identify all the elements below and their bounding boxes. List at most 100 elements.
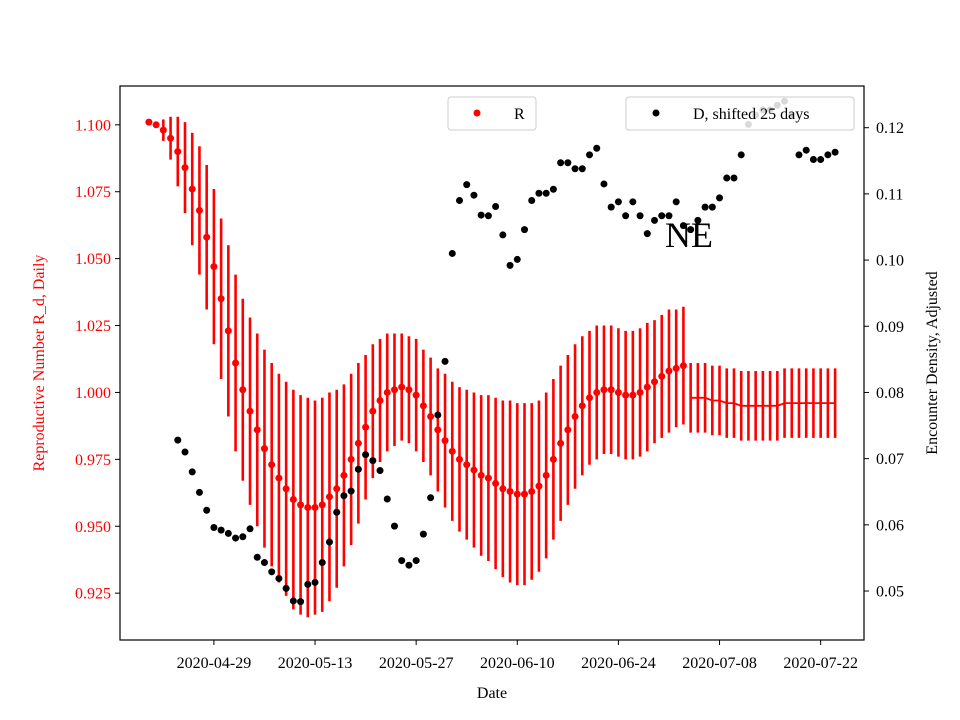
d-point bbox=[268, 568, 276, 576]
y-left-tick-label: 1.000 bbox=[75, 385, 111, 402]
r-point bbox=[210, 263, 218, 271]
r-point bbox=[419, 402, 427, 410]
r-point bbox=[181, 164, 189, 172]
d-point bbox=[369, 457, 377, 465]
d-point bbox=[188, 468, 196, 476]
d-point bbox=[412, 557, 420, 565]
y-left-tick-label: 1.050 bbox=[75, 251, 111, 268]
r-point bbox=[203, 233, 211, 241]
d-point bbox=[275, 574, 283, 582]
d-point bbox=[239, 533, 247, 541]
d-point bbox=[549, 185, 557, 193]
y-right-tick-label: 0.07 bbox=[876, 451, 904, 468]
d-point bbox=[484, 212, 492, 220]
d-point bbox=[521, 226, 529, 234]
d-point bbox=[730, 174, 738, 182]
d-point bbox=[419, 530, 427, 538]
d-point bbox=[716, 194, 724, 202]
r-point bbox=[484, 474, 492, 482]
d-point bbox=[224, 529, 232, 537]
r-point bbox=[275, 474, 283, 482]
r-point bbox=[672, 364, 680, 372]
legend-d: D, shifted 25 days bbox=[625, 96, 855, 131]
r-point bbox=[174, 148, 182, 156]
r-point bbox=[571, 413, 579, 421]
d-point bbox=[398, 557, 406, 565]
d-point bbox=[795, 151, 803, 159]
legend-r: R bbox=[447, 96, 537, 131]
y-axis-left-label: Reproductive Number R_d, Daily bbox=[31, 255, 48, 472]
d-point bbox=[311, 578, 319, 586]
r-point bbox=[629, 391, 637, 399]
d-point bbox=[383, 495, 391, 503]
d-point bbox=[607, 203, 615, 211]
x-tick-label: 2020-05-13 bbox=[278, 655, 353, 672]
x-tick-label: 2020-06-10 bbox=[480, 655, 555, 672]
x-tick-label: 2020-07-22 bbox=[783, 655, 858, 672]
d-point bbox=[636, 212, 644, 220]
r-point bbox=[535, 482, 543, 490]
r-point bbox=[607, 386, 615, 394]
plot-frame bbox=[119, 85, 865, 641]
d-point bbox=[232, 534, 240, 542]
r-point bbox=[297, 501, 305, 509]
r-point bbox=[528, 487, 536, 495]
r-point bbox=[542, 471, 550, 479]
d-point bbox=[448, 249, 456, 257]
d-point bbox=[217, 526, 225, 534]
y-right-tick-label: 0.09 bbox=[876, 319, 904, 336]
d-point bbox=[513, 255, 521, 263]
r-point bbox=[362, 423, 370, 431]
d-point bbox=[347, 487, 355, 495]
r-point bbox=[253, 426, 261, 434]
r-point bbox=[499, 485, 507, 493]
d-point bbox=[499, 231, 507, 239]
r-point bbox=[600, 386, 608, 394]
d-point bbox=[477, 211, 485, 219]
r-point bbox=[679, 362, 687, 370]
r-point bbox=[521, 490, 529, 498]
r-point bbox=[651, 378, 659, 386]
r-point bbox=[282, 485, 290, 493]
y-right-tick-label: 0.08 bbox=[876, 385, 904, 402]
d-point bbox=[253, 553, 261, 561]
x-tick-label: 2020-04-29 bbox=[177, 655, 252, 672]
d-point bbox=[614, 198, 622, 206]
y-left-tick-label: 0.925 bbox=[75, 586, 111, 603]
r-point bbox=[188, 185, 196, 193]
r-point bbox=[152, 121, 160, 129]
r-point bbox=[268, 461, 276, 469]
d-point bbox=[195, 488, 203, 496]
d-point bbox=[535, 189, 543, 197]
d-point bbox=[174, 436, 182, 444]
r-point bbox=[506, 487, 514, 495]
d-point bbox=[578, 165, 586, 173]
r-point bbox=[369, 407, 377, 415]
r-point bbox=[434, 426, 442, 434]
axes: 2020-04-29 2020-05-13 2020-05-27 2020-06-10… bbox=[75, 117, 904, 672]
d-point bbox=[679, 222, 687, 230]
r-point bbox=[492, 479, 500, 487]
d-point bbox=[701, 203, 709, 211]
d-point bbox=[441, 357, 449, 365]
r-point bbox=[622, 391, 630, 399]
d-point bbox=[181, 448, 189, 456]
d-point bbox=[651, 216, 659, 224]
x-axis-label: Date bbox=[477, 685, 507, 702]
d-point bbox=[427, 494, 435, 502]
r-point bbox=[665, 367, 673, 375]
y-left-tick-label: 1.075 bbox=[75, 184, 111, 201]
r-point bbox=[167, 134, 175, 142]
y-right-tick-label: 0.12 bbox=[876, 120, 904, 137]
y-axis-right-label: Encounter Density, Adjusted bbox=[924, 271, 941, 454]
r-point bbox=[224, 327, 232, 335]
r-point bbox=[549, 455, 557, 463]
r-point bbox=[311, 504, 319, 512]
d-point bbox=[622, 212, 630, 220]
x-tick-label: 2020-07-08 bbox=[682, 655, 757, 672]
plot-area bbox=[145, 97, 839, 618]
d-point bbox=[210, 523, 218, 531]
d-point bbox=[390, 522, 398, 530]
d-point bbox=[282, 584, 290, 592]
